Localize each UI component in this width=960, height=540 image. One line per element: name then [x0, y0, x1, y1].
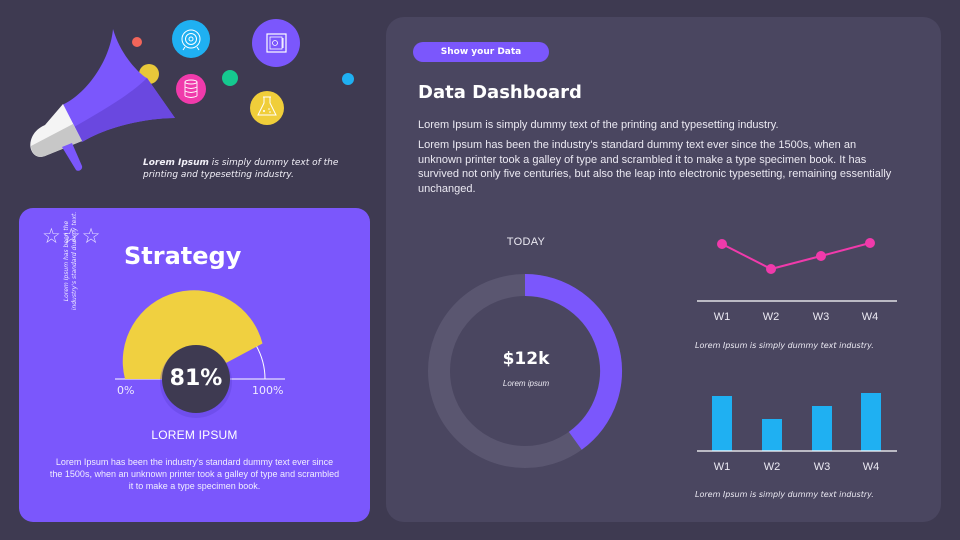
gauge-chart [115, 290, 285, 418]
bar-w2 [762, 419, 782, 451]
green-dot [222, 70, 238, 86]
line-x-label-w2: W2 [762, 311, 780, 323]
target-icon [172, 20, 210, 58]
bar-x-label-w1: W1 [713, 461, 731, 473]
donut-fill [524, 274, 623, 450]
hero-illustration [30, 19, 354, 171]
line-point-w2 [766, 264, 776, 274]
show-data-button[interactable]: Show your Data [413, 42, 549, 62]
gauge-min-label: 0% [117, 384, 135, 397]
donut-value: $12k [502, 349, 550, 369]
line-point-w1 [717, 239, 727, 249]
megaphone-icon [30, 29, 175, 171]
red-dot [132, 37, 142, 47]
line-x-label-w3: W3 [812, 311, 830, 323]
flask-icon [250, 91, 284, 125]
line-point-w4 [865, 238, 875, 248]
donut-caption: Lorem ipsum [502, 379, 550, 388]
strategy-title: Strategy [124, 242, 242, 270]
strategy-card: ☆☆☆ Lorem Ipsum has been the industry's … [19, 208, 370, 522]
gauge-remaining-arc [255, 345, 266, 380]
gauge-value: 81% [169, 366, 223, 391]
hero-caption-text: is simply dummy text of the printing and… [143, 158, 339, 180]
blue-dot [342, 73, 354, 85]
strategy-description: Lorem Ipsum has been the industry's stan… [49, 457, 340, 491]
strategy-subtitle: LOREM IPSUM [151, 428, 238, 442]
line-chart-series [721, 242, 871, 271]
bar-w4 [861, 393, 881, 451]
bar-x-label-w3: W3 [813, 461, 831, 473]
dashboard-intro: Lorem Ipsum is simply dummy text of the … [418, 119, 779, 131]
line-x-label-w4: W4 [861, 311, 879, 323]
dashboard-charts [428, 238, 897, 468]
donut-label: TODAY [506, 236, 546, 248]
bar-x-label-w4: W4 [862, 461, 880, 473]
safe-icon [252, 19, 300, 67]
line-chart-caption: Lorem Ipsum is simply dummy text industr… [695, 341, 874, 350]
gauge-max-label: 100% [252, 384, 284, 397]
line-x-label-w1: W1 [713, 311, 731, 323]
gauge-fill [122, 290, 263, 379]
hero-caption: Lorem Ipsum is simply dummy text of the … [143, 157, 363, 181]
database-icon [176, 74, 206, 104]
gauge-center [162, 345, 230, 413]
line-point-w3 [816, 251, 826, 261]
star-rating[interactable]: ☆☆☆ [42, 225, 102, 248]
bar-w1 [712, 396, 732, 451]
bar-x-label-w2: W2 [763, 461, 781, 473]
dashboard-body: Lorem Ipsum has been the industry's stan… [418, 139, 892, 195]
bar-chart-caption: Lorem Ipsum is simply dummy text industr… [695, 490, 874, 499]
dashboard-panel: Show your Data Data Dashboard Lorem Ipsu… [386, 17, 941, 522]
dashboard-title: Data Dashboard [418, 82, 582, 103]
hero-caption-bold: Lorem Ipsum [143, 158, 209, 168]
bar-w3 [812, 406, 832, 451]
